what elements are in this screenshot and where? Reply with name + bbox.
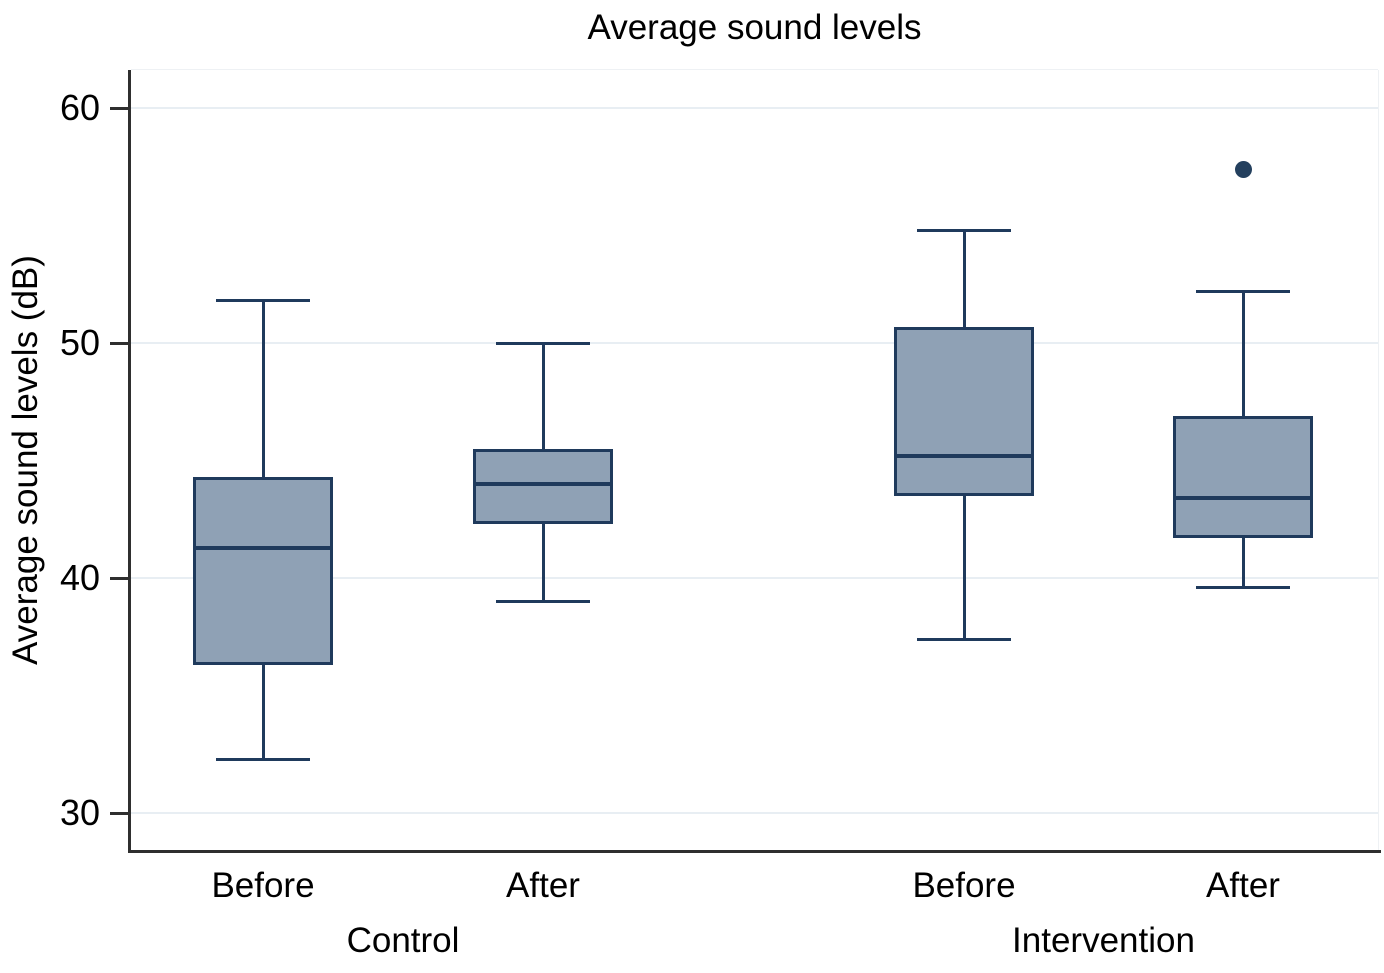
y-axis-label: Average sound levels (dB) xyxy=(6,255,45,665)
whisker-lower xyxy=(962,495,966,640)
whisker-cap-upper xyxy=(216,299,310,303)
group-label-control: Control xyxy=(346,921,460,960)
box-control-before xyxy=(193,477,333,666)
whisker-cap-upper xyxy=(917,228,1011,232)
whisker-upper xyxy=(541,343,545,449)
plot-area xyxy=(131,70,1378,850)
y-tick xyxy=(110,341,128,345)
y-tick-label: 30 xyxy=(59,792,100,834)
x-tick-label-intervention-before: Before xyxy=(912,866,1016,905)
box-intervention-before xyxy=(894,326,1034,496)
whisker-cap-lower xyxy=(917,637,1011,641)
whisker-lower xyxy=(1241,538,1245,588)
whisker-lower xyxy=(261,665,265,760)
x-tick-label-intervention-after: After xyxy=(1206,866,1280,905)
whisker-upper xyxy=(1241,291,1245,416)
x-axis-line xyxy=(128,850,1381,853)
whisker-cap-lower xyxy=(1196,585,1290,589)
y-axis-line xyxy=(128,70,131,853)
whisker-upper xyxy=(261,300,265,478)
median-line xyxy=(193,545,333,550)
box-control-after xyxy=(473,448,613,525)
whisker-lower xyxy=(541,524,545,602)
chart-title: Average sound levels xyxy=(587,8,922,47)
whisker-cap-upper xyxy=(1196,289,1290,293)
median-line xyxy=(473,482,613,487)
y-tick xyxy=(110,576,128,580)
whisker-upper xyxy=(962,230,966,327)
gridline xyxy=(131,342,1378,345)
x-tick-label-control-before: Before xyxy=(211,866,315,905)
median-line xyxy=(894,453,1034,458)
median-line xyxy=(1173,496,1313,501)
gridline xyxy=(131,812,1378,815)
group-label-intervention: Intervention xyxy=(1012,921,1195,960)
y-tick xyxy=(110,106,128,110)
plot-top-border xyxy=(131,69,1378,70)
gridline xyxy=(131,107,1378,110)
gridline xyxy=(131,577,1378,580)
y-tick xyxy=(110,811,128,815)
whisker-cap-lower xyxy=(496,600,590,604)
x-tick-label-control-after: After xyxy=(506,866,580,905)
whisker-cap-upper xyxy=(496,341,590,345)
plot-right-border xyxy=(1378,70,1379,850)
y-tick-label: 40 xyxy=(59,557,100,599)
box-intervention-after xyxy=(1173,415,1313,539)
whisker-cap-lower xyxy=(216,757,310,761)
y-tick-label: 60 xyxy=(59,87,100,129)
outlier-dot xyxy=(1234,160,1252,178)
y-tick-label: 50 xyxy=(59,322,100,364)
